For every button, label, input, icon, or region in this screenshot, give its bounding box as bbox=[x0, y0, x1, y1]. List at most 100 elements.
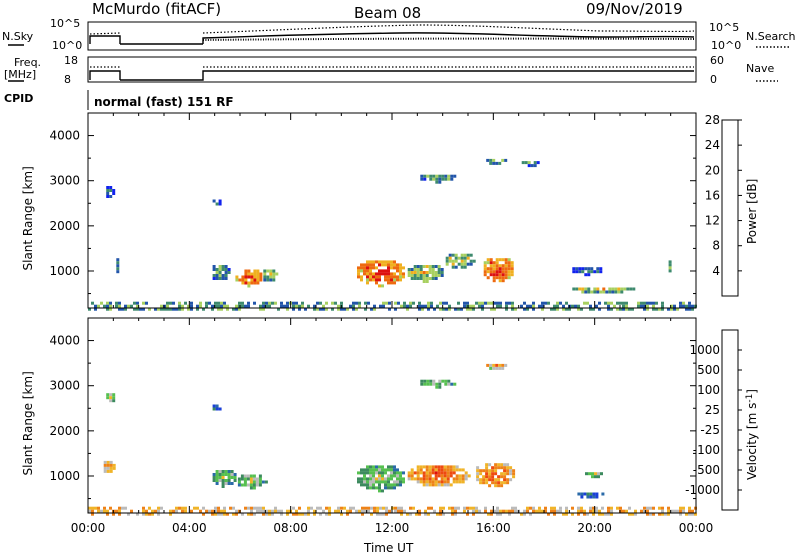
echo-cell bbox=[556, 304, 559, 308]
echo-cell bbox=[591, 475, 594, 479]
echo-cell bbox=[118, 307, 121, 311]
echo-cell bbox=[449, 474, 453, 478]
echo-cell bbox=[250, 281, 254, 285]
echo-cell bbox=[593, 270, 597, 274]
echo-cell bbox=[416, 277, 420, 280]
echo-cell bbox=[372, 278, 375, 282]
echo-cell bbox=[489, 363, 493, 367]
echo-cell bbox=[455, 480, 459, 484]
echo-cell bbox=[259, 506, 262, 510]
echo-cell bbox=[393, 278, 396, 282]
echo-cell bbox=[478, 304, 481, 308]
echo-cell bbox=[413, 274, 417, 277]
echo-cell bbox=[223, 301, 226, 305]
echo-cell bbox=[432, 177, 436, 181]
echo-cell bbox=[507, 273, 511, 277]
echo-cell bbox=[443, 474, 447, 478]
echo-cell bbox=[410, 474, 414, 478]
echo-cell bbox=[130, 304, 133, 308]
echo-cell bbox=[230, 482, 234, 485]
echo-cell bbox=[425, 471, 429, 475]
echo-cell bbox=[604, 512, 607, 516]
echo-cell bbox=[589, 307, 592, 311]
echo-cell bbox=[455, 474, 459, 478]
echo-cell bbox=[292, 307, 295, 311]
echo-cell bbox=[109, 304, 112, 308]
echo-cell bbox=[205, 301, 208, 305]
echo-cell bbox=[437, 480, 441, 484]
echo-cell bbox=[495, 276, 499, 280]
echo-cell bbox=[649, 301, 652, 305]
echo-cell bbox=[116, 261, 120, 265]
echo-cell bbox=[352, 506, 355, 510]
y-tick-label: 2000 bbox=[49, 424, 80, 438]
echo-cell bbox=[447, 379, 451, 383]
echo-cell bbox=[597, 472, 600, 476]
echo-cell bbox=[263, 275, 267, 279]
echo-cell bbox=[583, 512, 586, 516]
echo-cell bbox=[440, 468, 444, 472]
echo-cell bbox=[109, 307, 112, 311]
echo-cell bbox=[196, 307, 199, 311]
echo-cell bbox=[489, 258, 493, 262]
echo-cell bbox=[399, 275, 402, 279]
echo-cell bbox=[580, 509, 583, 513]
echo-cell bbox=[458, 468, 462, 472]
echo-cell bbox=[679, 304, 682, 308]
echo-cell bbox=[396, 471, 399, 475]
echo-cell bbox=[501, 267, 505, 271]
colorbar-tick-label: -25 bbox=[700, 423, 720, 437]
echo-cell bbox=[428, 265, 432, 268]
echo-cell bbox=[431, 265, 435, 268]
echo-cell bbox=[393, 483, 396, 487]
echo-cell bbox=[498, 366, 502, 370]
echo-cell bbox=[419, 274, 423, 277]
echo-cell bbox=[446, 465, 450, 469]
echo-cell bbox=[274, 301, 277, 305]
echo-cell bbox=[218, 479, 222, 482]
echo-cell bbox=[244, 275, 248, 279]
echo-cell bbox=[403, 509, 406, 513]
echo-cell bbox=[247, 304, 250, 308]
echo-cell bbox=[448, 256, 452, 260]
echo-cell bbox=[583, 509, 586, 513]
echo-cell bbox=[510, 264, 514, 268]
echo-cell bbox=[145, 512, 148, 516]
echo-cell bbox=[503, 466, 507, 470]
echo-cell bbox=[643, 304, 646, 308]
echo-cell bbox=[313, 509, 316, 513]
echo-cell bbox=[409, 304, 412, 308]
echo-cell bbox=[495, 258, 499, 262]
echo-cell bbox=[340, 301, 343, 305]
colorbar-tick-label: -500 bbox=[693, 463, 720, 477]
echo-cell bbox=[223, 506, 226, 510]
echo-cell bbox=[259, 275, 263, 279]
echo-cell bbox=[247, 275, 251, 279]
echo-cell bbox=[366, 266, 369, 270]
echo-cell bbox=[109, 463, 113, 467]
echo-cell bbox=[115, 509, 118, 513]
echo-cell bbox=[466, 512, 469, 516]
echo-cell bbox=[247, 281, 251, 285]
echo-cell bbox=[227, 470, 231, 473]
echo-cell bbox=[501, 366, 505, 370]
echo-cell bbox=[646, 506, 649, 510]
echo-cell bbox=[366, 269, 369, 273]
echo-cell bbox=[121, 506, 124, 510]
echo-cell bbox=[443, 477, 447, 481]
echo-cell bbox=[469, 304, 472, 308]
echo-cell bbox=[667, 509, 670, 513]
nsearch-tick-bottom: 10^0 bbox=[711, 39, 741, 52]
echo-cell bbox=[420, 382, 424, 386]
echo-cell bbox=[509, 472, 513, 476]
echo-cell bbox=[214, 506, 217, 510]
echo-cell bbox=[259, 307, 262, 311]
echo-cell bbox=[446, 483, 450, 487]
echo-cell bbox=[447, 382, 451, 386]
echo-cell bbox=[652, 307, 655, 311]
echo-cell bbox=[381, 489, 384, 493]
echo-cell bbox=[366, 471, 369, 475]
echo-cell bbox=[668, 263, 672, 267]
echo-cell bbox=[292, 301, 295, 305]
echo-cell bbox=[422, 465, 426, 469]
